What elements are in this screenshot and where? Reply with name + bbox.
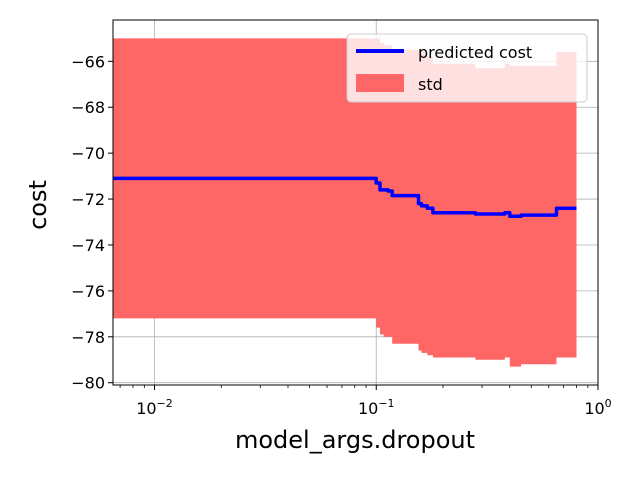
plot-frame xyxy=(112,19,599,386)
predicted-cost-path xyxy=(113,176,577,219)
y-tick-label: −70 xyxy=(71,144,105,163)
y-tick-label: −66 xyxy=(71,52,105,71)
legend-band-swatch xyxy=(356,74,404,92)
x-tick-label: 100 xyxy=(584,397,611,418)
y-tick-label: −80 xyxy=(71,374,105,393)
predicted-cost-line xyxy=(113,176,577,219)
y-axis-ticks: −66 −68 −70 −72 −74 −76 −78 −80 xyxy=(71,52,113,393)
x-tick-label: 10−1 xyxy=(358,397,395,418)
legend-box xyxy=(346,33,588,103)
x-axis-ticks: 10−2 10−1 100 xyxy=(119,385,612,418)
y-axis-label: cost xyxy=(24,180,52,230)
x-axis-label: model_args.dropout xyxy=(235,426,475,454)
y-tick-label: −72 xyxy=(71,190,105,209)
std-band-area xyxy=(113,38,577,367)
legend: predicted cost std xyxy=(346,33,588,103)
legend-label-std: std xyxy=(418,75,443,94)
y-tick-label: −78 xyxy=(71,328,105,347)
y-tick-label: −68 xyxy=(71,98,105,117)
y-tick-label: −74 xyxy=(71,236,105,255)
legend-label-predicted-cost: predicted cost xyxy=(418,43,532,62)
x-tick-label: 10−2 xyxy=(136,397,173,418)
std-band xyxy=(113,38,577,367)
y-tick-label: −76 xyxy=(71,282,105,301)
